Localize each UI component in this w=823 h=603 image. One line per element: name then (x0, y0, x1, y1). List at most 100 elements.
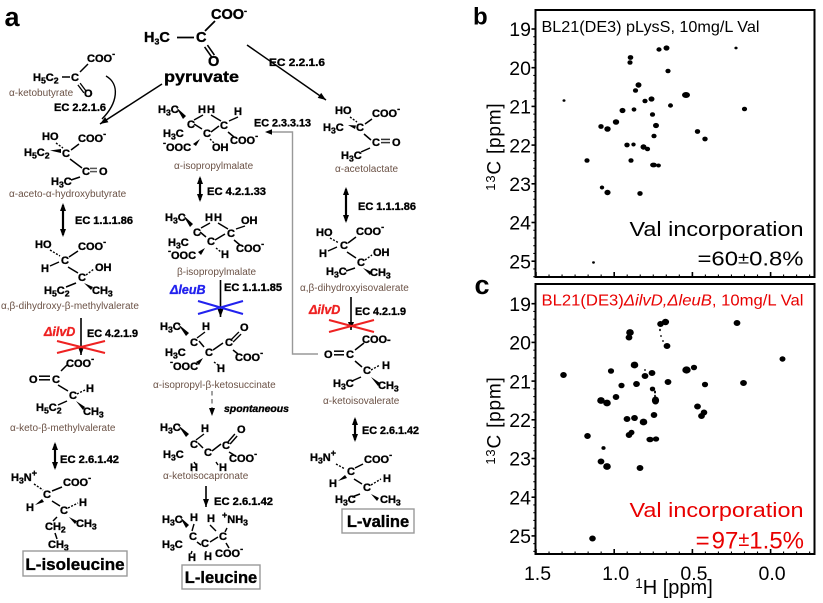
svg-text:COO-​: COO-​ (78, 129, 106, 145)
svg-text:β-isopropylmalate: β-isopropylmalate (177, 267, 257, 278)
svg-text:H: H (383, 473, 391, 485)
svg-text:spontaneous: spontaneous (224, 403, 289, 415)
svg-text:EC 4.2.1.9: EC 4.2.1.9 (87, 328, 138, 340)
svg-text:H: H (86, 383, 94, 395)
svg-text:α-isopropyl-β-ketosuccinate: α-isopropyl-β-ketosuccinate (153, 380, 276, 391)
svg-text:EC 2.6.1.42: EC 2.6.1.42 (60, 454, 119, 466)
svg-text:α-isopropylmalate: α-isopropylmalate (174, 161, 254, 172)
svg-text:H3​C: H3​C (162, 539, 183, 553)
svg-text:HO: HO (335, 105, 352, 117)
svg-text:O: O (29, 374, 38, 386)
svg-text:COO-​: COO-​ (66, 354, 94, 370)
svg-text:C: C (62, 148, 70, 160)
svg-text:1H [ppm]: 1H [ppm] (635, 576, 713, 599)
svg-text:H: H (41, 263, 49, 275)
svg-text:EC 4.2.1.33: EC 4.2.1.33 (207, 186, 266, 198)
svg-text:EC 2.2.1.6: EC 2.2.1.6 (54, 102, 106, 114)
svg-text:C: C (225, 337, 233, 349)
svg-text:H: H (202, 321, 210, 333)
svg-text:C: C (372, 137, 380, 149)
svg-text:24: 24 (509, 213, 531, 235)
svg-text:C: C (193, 227, 201, 239)
svg-text:H3​N+​: H3​N+​ (310, 448, 336, 466)
svg-text:= 97±1.5%: = 97±1.5% (696, 528, 804, 555)
svg-text:H3​C: H3​C (165, 347, 186, 361)
svg-text:COO-​: COO-​ (364, 450, 392, 466)
svg-text:Val incorporation: Val incorporation (630, 500, 804, 522)
svg-text:COO-​: COO-​ (78, 237, 106, 253)
svg-text:H5​C2​: H5​C2​ (44, 285, 70, 299)
svg-text:ΔleuB: ΔleuB (169, 283, 205, 297)
svg-text:COO-​: COO-​ (235, 348, 263, 364)
svg-text:H3​C: H3​C (333, 378, 354, 392)
svg-text:H: H (204, 551, 212, 563)
svg-text:b: b (473, 4, 488, 31)
svg-text:COO-​: COO-​ (230, 131, 258, 147)
svg-text:C: C (189, 531, 197, 543)
svg-text:EC 2.6.1.42: EC 2.6.1.42 (362, 425, 419, 437)
svg-text:H: H (79, 497, 87, 509)
svg-text:C: C (203, 128, 211, 140)
svg-text:O: O (99, 166, 108, 178)
svg-text:COO-​: COO-​ (236, 239, 264, 255)
svg-text:-​OOC: -​OOC (163, 138, 191, 154)
svg-text:H3​C: H3​C (335, 494, 356, 508)
svg-text:α-ketoisovalerate: α-ketoisovalerate (323, 396, 400, 407)
svg-text:HO: HO (316, 227, 333, 239)
svg-text:EC 1.1.1.86: EC 1.1.1.86 (75, 215, 133, 227)
svg-text:HH: HH (198, 104, 215, 116)
svg-text:EC 1.1.1.85: EC 1.1.1.85 (224, 282, 282, 294)
svg-text:EC 2.6.1.42: EC 2.6.1.42 (214, 496, 273, 508)
svg-text:H3​C: H3​C (165, 212, 186, 226)
svg-text:COO-​: COO-​ (87, 49, 115, 65)
svg-text:C: C (205, 347, 213, 359)
svg-text:13C [ppm]: 13C [ppm] (483, 103, 506, 191)
svg-text:α-ketoisocapronate: α-ketoisocapronate (163, 471, 249, 482)
svg-text:H3​C: H3​C (51, 176, 72, 190)
svg-text:20: 20 (509, 58, 531, 80)
svg-text:O: O (84, 88, 93, 100)
svg-text:25: 25 (509, 526, 531, 548)
svg-text:a: a (5, 2, 21, 32)
svg-text:H: H (201, 423, 209, 435)
svg-text:H: H (329, 478, 337, 490)
svg-text:L-leucine: L-leucine (185, 569, 257, 587)
svg-text:CH3​: CH3​ (83, 406, 104, 420)
svg-text:C: C (61, 255, 69, 267)
svg-text:+​NH3​: +​NH3​ (222, 510, 248, 528)
svg-text:H3​C: H3​C (160, 422, 181, 436)
svg-text:H5​C2​: H5​C2​ (33, 72, 59, 86)
svg-text:C: C (82, 166, 90, 178)
svg-text:EC 2.2.1.6: EC 2.2.1.6 (269, 57, 325, 69)
svg-text:O: O (208, 54, 219, 70)
svg-text:CH3​: CH3​ (378, 380, 399, 394)
svg-text:C: C (357, 257, 365, 269)
svg-text:23: 23 (509, 449, 531, 471)
svg-text:C: C (222, 440, 230, 452)
svg-text:L-isoleucine: L-isoleucine (25, 555, 124, 574)
svg-text:H3​N+​: H3​N+​ (11, 468, 37, 486)
svg-text:C: C (78, 272, 86, 284)
svg-text:19: 19 (509, 19, 531, 41)
svg-text:H5​C2​: H5​C2​ (36, 402, 62, 416)
svg-text:ΔilvD: ΔilvD (43, 325, 75, 339)
svg-text:HH: HH (205, 212, 222, 224)
svg-text:H: H (188, 552, 196, 564)
svg-text:COO-​: COO-​ (356, 222, 384, 238)
svg-text:H: H (219, 462, 227, 474)
svg-text:H3​C: H3​C (162, 514, 183, 528)
svg-text:C: C (220, 120, 228, 132)
svg-text:-​OOC: -​OOC (168, 246, 196, 262)
svg-text:COO-: COO- (362, 334, 391, 346)
svg-text:C: C (201, 538, 209, 550)
svg-text:BL21(DE3) pLysS, 10mg/L Val: BL21(DE3) pLysS, 10mg/L Val (542, 19, 760, 36)
svg-text:pyruvate: pyruvate (164, 69, 239, 86)
svg-text:α-aceto-α-hydroxybutyrate: α-aceto-α-hydroxybutyrate (9, 189, 127, 200)
svg-text:COO-​: COO-​ (215, 544, 243, 560)
svg-text:C: C (52, 374, 60, 386)
svg-text:H3​C: H3​C (326, 266, 347, 280)
svg-text:EC 2.3.3.13: EC 2.3.3.13 (254, 118, 311, 130)
svg-text:C: C (196, 30, 207, 46)
svg-text:c: c (475, 270, 490, 300)
svg-text:-​OOC: -​OOC (170, 357, 198, 373)
